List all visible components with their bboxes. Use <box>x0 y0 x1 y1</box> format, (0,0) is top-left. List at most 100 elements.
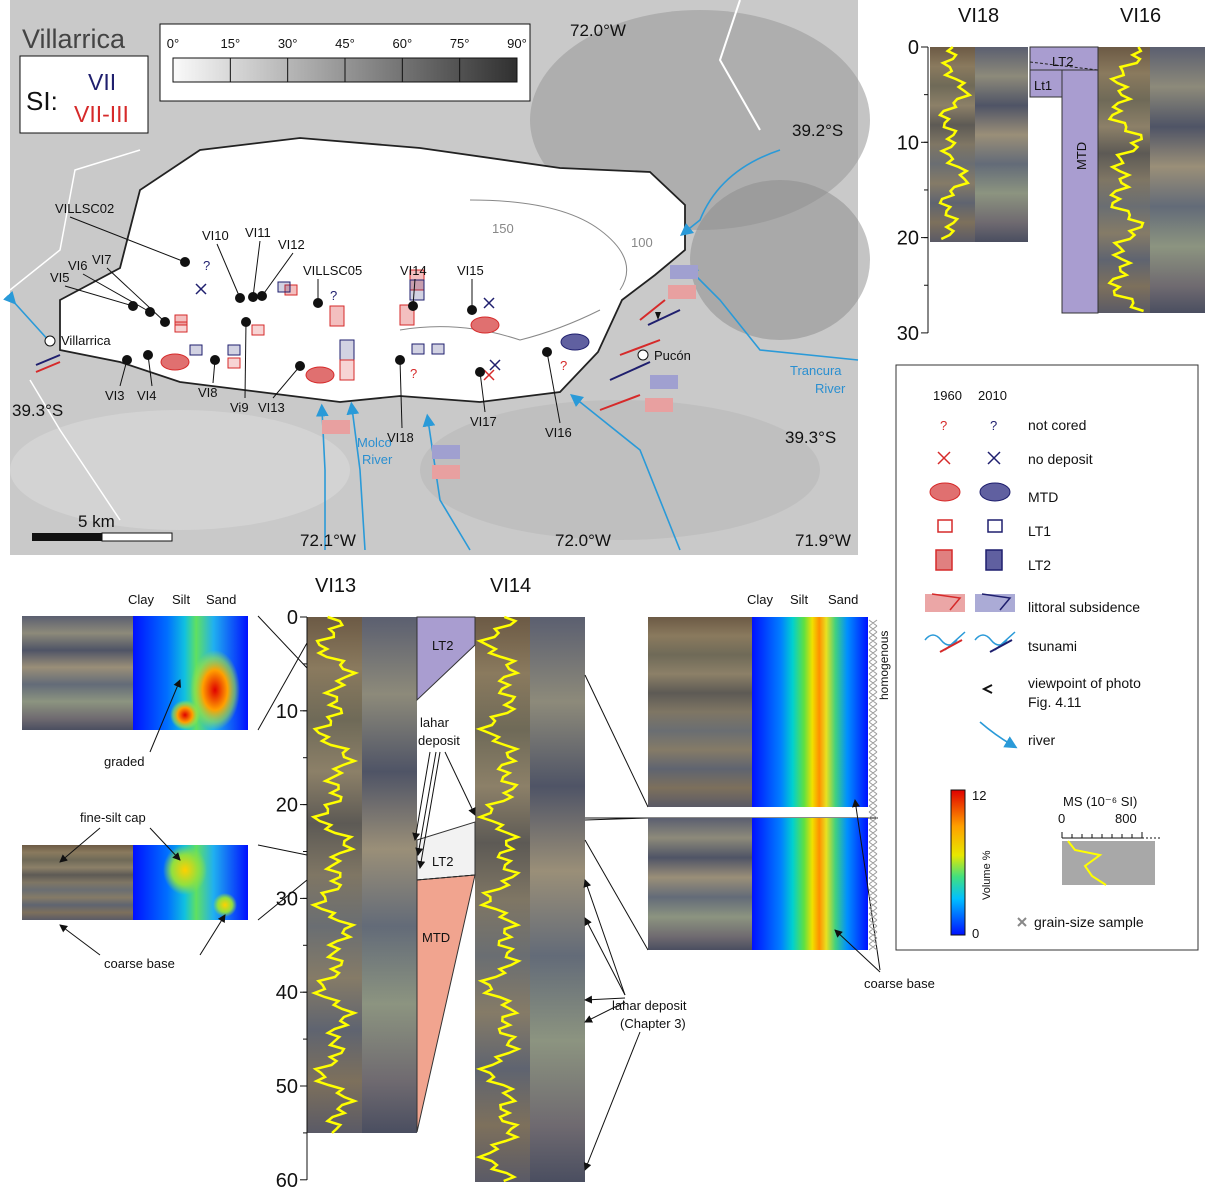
annotation: homogenous <box>877 631 891 700</box>
annotation: coarse base <box>864 976 935 991</box>
site-dot <box>295 361 305 371</box>
coord-label: 72.0°W <box>570 21 626 40</box>
depth-tick-label: 0 <box>908 37 919 59</box>
site-label: VI11 <box>245 225 271 240</box>
legend-label: Fig. 4.11 <box>1028 694 1082 710</box>
site-dot <box>241 317 251 327</box>
unit-label: LT2 <box>432 638 453 653</box>
grain-axis: Silt <box>172 592 190 607</box>
site-dot <box>210 355 220 365</box>
site-label: VI7 <box>92 252 112 267</box>
top-cores: VI18 VI16 LT2 Lt1 MTD 0102030 <box>897 5 1205 345</box>
site-dot <box>248 292 258 302</box>
depth-tick-label: 30 <box>897 323 919 345</box>
site-label: VI15 <box>457 263 484 278</box>
annotation: deposit <box>418 733 460 748</box>
ellipse-shape <box>170 700 200 730</box>
line-shape <box>585 840 648 950</box>
grain-axis: Clay <box>747 592 774 607</box>
legend-label: tsunami <box>1028 638 1077 654</box>
unit-label: Lt1 <box>1034 78 1052 93</box>
unit-label: MTD <box>422 930 450 945</box>
contour-label: 150 <box>492 221 514 236</box>
rect-shape <box>986 550 1002 570</box>
site-label: VI8 <box>198 385 218 400</box>
path-shape <box>585 918 625 995</box>
site-label: VI10 <box>202 228 229 243</box>
site-dot <box>180 257 190 267</box>
slope-tick-label: 0° <box>167 36 179 51</box>
map-title: Villarrica <box>22 24 126 54</box>
site-dot <box>395 355 405 365</box>
legend-label: LT1 <box>1028 523 1051 539</box>
slope-tick-label: 45° <box>335 36 355 51</box>
unit-label: MTD <box>1074 142 1089 170</box>
bottom-cores: VI13 VI14 LT2 LT2 MTD lahar deposit 0102… <box>22 575 935 1192</box>
site-dot <box>143 350 153 360</box>
rect-shape <box>432 465 460 479</box>
ms-tick: 800 <box>1115 811 1137 826</box>
site-dot <box>235 293 245 303</box>
annotation: coarse base <box>104 956 175 971</box>
river-label: Molco <box>357 435 392 450</box>
site-label: VILLSC05 <box>303 263 362 278</box>
not-cored-mark: ? <box>560 358 567 373</box>
site-label: VI3 <box>105 388 125 403</box>
not-cored-mark: ? <box>330 288 337 303</box>
grain-axis: Sand <box>828 592 858 607</box>
site-label: VI13 <box>258 400 285 415</box>
rect-shape <box>322 420 350 434</box>
rect-shape <box>102 533 172 541</box>
annotation: lahar <box>420 715 450 730</box>
depth-tick-label: 10 <box>276 701 298 723</box>
not-cored-mark: ? <box>410 366 417 381</box>
polygon-shape <box>417 875 475 1132</box>
rect-shape <box>645 398 673 412</box>
slope-tick-label: 15° <box>220 36 240 51</box>
annotation: fine-silt cap <box>80 810 146 825</box>
not-cored-mark: ? <box>203 258 210 273</box>
rect-shape <box>530 617 585 1182</box>
coord-label: 72.1°W <box>300 531 356 550</box>
rect-shape <box>975 47 1028 242</box>
slope-tick-label: 30° <box>278 36 298 51</box>
site-dot <box>160 317 170 327</box>
site-label: VI5 <box>50 270 70 285</box>
rect-shape <box>432 445 460 459</box>
colorbar-title: Volume % <box>981 850 993 900</box>
site-dot <box>257 291 267 301</box>
unit-label: LT2 <box>432 854 453 869</box>
unit-label: LT2 <box>1052 54 1073 69</box>
slope-tick-label: 90° <box>507 36 527 51</box>
site-label: VI4 <box>137 388 157 403</box>
rect-shape <box>22 616 133 730</box>
coord-label: 39.2°S <box>792 121 843 140</box>
si-value: VII-III <box>74 101 129 127</box>
town-label: Pucón <box>654 348 691 363</box>
site-label: VI6 <box>68 258 88 273</box>
path-shape <box>585 1032 640 1170</box>
depth-tick-label: 20 <box>276 795 298 817</box>
coord-label: 39.3°S <box>785 428 836 447</box>
ms-title: MS (10⁻⁶ SI) <box>1063 794 1137 809</box>
rect-shape <box>752 617 868 807</box>
core-title: VI13 <box>315 575 356 597</box>
topTicks-shape: 0102030 <box>897 37 928 345</box>
rect-shape <box>925 594 965 612</box>
rect-shape <box>475 617 530 1182</box>
rect-shape <box>32 533 102 541</box>
ellipse-shape <box>306 367 334 383</box>
site-dot <box>542 347 552 357</box>
ellipse-shape <box>930 483 960 501</box>
coord-label: 72.0°W <box>555 531 611 550</box>
core-title: VI14 <box>490 575 531 597</box>
line-shape <box>585 675 648 807</box>
rect-shape <box>670 265 698 279</box>
grain-axis: Sand <box>206 592 236 607</box>
site-label: VI17 <box>470 414 497 429</box>
colorbar-label: 0 <box>972 926 979 941</box>
annotation: graded <box>104 754 144 769</box>
path-shape <box>585 880 625 995</box>
contour-label: 100 <box>631 235 653 250</box>
rect-shape <box>1150 47 1205 313</box>
